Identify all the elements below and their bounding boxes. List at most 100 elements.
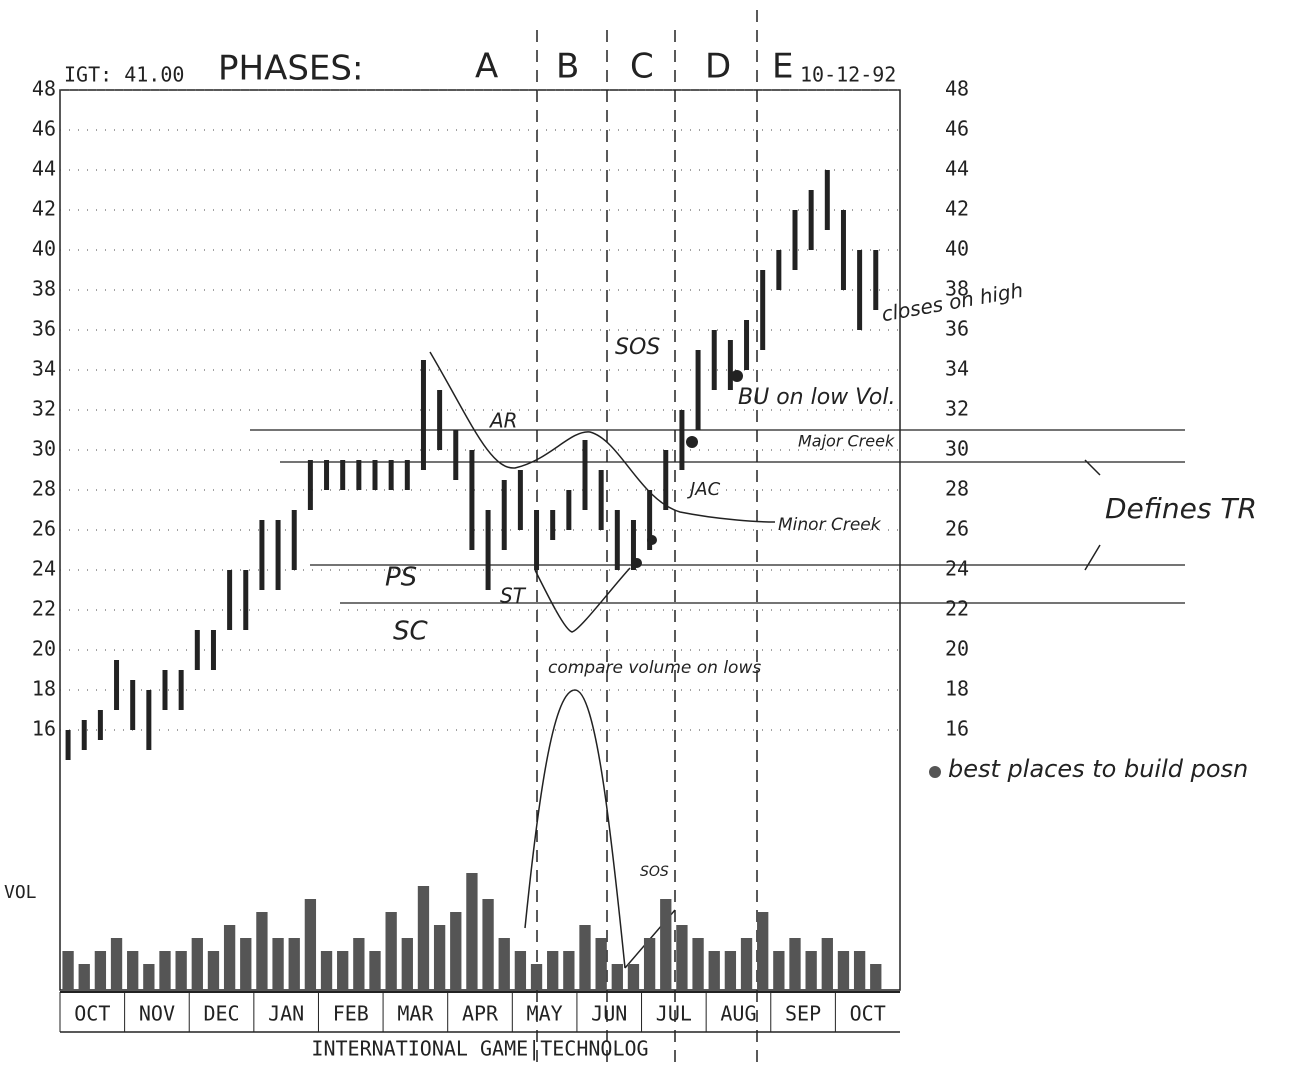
y-tick-label: 34 [32,357,56,381]
volume-bar [853,951,866,990]
y-tick-label: 40 [32,237,56,261]
volume-bar [692,938,704,990]
annotation: SOS [615,335,660,360]
volume-bar [62,951,74,990]
volume-arrow [524,689,626,969]
annotation: SOS [640,864,669,880]
y-tick-label: 26 [32,517,56,541]
volume-bar [433,925,446,990]
y-tick-label: 46 [32,117,56,141]
annotation: AR [488,409,518,433]
volume-bar [353,938,365,990]
y-tick-label: 20 [945,637,969,661]
annotation: B [556,47,579,87]
y-tick-label: 46 [945,117,969,141]
y-tick-label: 22 [32,597,56,621]
annotation: ST [500,584,527,608]
volume-bar [805,951,817,990]
x-tick-label: MAY [527,1002,563,1026]
volume-bar [175,951,187,990]
y-tick-label: 40 [945,237,969,261]
volume-bar [127,951,139,990]
volume-bar [240,938,252,990]
volume-bar [369,951,381,990]
volume-bar [143,964,155,990]
annotation: best places to build posn [948,755,1248,783]
volume-bar [272,938,284,990]
volume-bar [789,938,801,990]
x-tick-label: AUG [720,1002,756,1026]
y-tick-label: 36 [32,317,56,341]
y-tick-label: 26 [945,517,969,541]
y-tick-label: 16 [945,717,969,741]
annotation: Major Creek [798,432,895,451]
annotation: PS [385,563,417,593]
volume-bar [724,951,737,990]
volume-bar [401,938,413,990]
plot-frame [59,89,901,991]
y-tick-label: 24 [945,557,969,581]
volume-bar [159,951,171,990]
x-tick-label: FEB [333,1002,369,1026]
y-tick-label: 48 [945,77,969,101]
x-tick-label: APR [462,1002,499,1026]
volume-bar [740,938,753,990]
marker [686,436,698,448]
annotation-strokes [429,351,1101,969]
y-tick-label: 32 [32,397,56,421]
volume-bar [547,951,559,990]
volume-bar [708,951,720,990]
volume-bar [94,951,107,990]
volume-bar [579,925,591,990]
volume-bar [870,964,882,990]
volume-bar [627,964,640,990]
x-tick-label: JUL [656,1002,692,1026]
volume-bar [450,912,462,990]
x-tick-label: MAR [397,1002,434,1026]
volume-bar [417,886,430,990]
volume-bar [288,938,300,990]
x-tick-label: JAN [268,1002,304,1026]
volume-bar [498,938,510,990]
volume-bar [304,899,317,990]
x-tick-label: OCT [74,1002,110,1026]
volume-bar [595,938,607,990]
volume-bar [482,899,494,990]
y-tick-label: 30 [32,437,56,461]
annotation: E [772,47,793,87]
volume-bar [320,951,333,990]
y-tick-label: 34 [945,357,969,381]
annotation: PHASES: [218,49,363,89]
y-tick-label: 44 [32,157,56,181]
x-tick-label: SEP [785,1002,821,1026]
volume-bar [385,912,397,990]
volume-bar [821,938,833,990]
y-tick-label: 44 [945,157,969,181]
y-tick-label: 42 [945,197,969,221]
volume-bar [207,951,220,990]
volume-bar [660,899,672,990]
x-tick-label: NOV [139,1002,175,1026]
annotation: Defines TR [1105,492,1257,525]
y-tick-label: 38 [32,277,56,301]
volume-bar [191,938,203,990]
volume-bar [223,925,236,990]
y-tick-label: 20 [32,637,56,661]
chart-date: 10-12-92 [800,63,896,87]
x-tick-label: DEC [203,1002,239,1026]
volume-bar [773,951,785,990]
volume-bar [256,912,268,990]
y-tick-label: 28 [32,477,56,501]
y-tick-label: 22 [945,597,969,621]
best-places [632,370,941,778]
volume-bar [337,951,349,990]
creek-curve [429,351,776,523]
y-tick-label: 24 [32,557,56,581]
tr-arrow [1084,459,1101,571]
annotation: A [475,47,498,87]
y-tick-label: 48 [32,77,56,101]
y-tick-label: 32 [945,397,969,421]
marker [731,370,743,382]
